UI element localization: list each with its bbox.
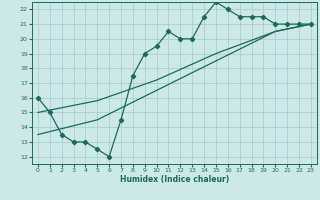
X-axis label: Humidex (Indice chaleur): Humidex (Indice chaleur) xyxy=(120,175,229,184)
